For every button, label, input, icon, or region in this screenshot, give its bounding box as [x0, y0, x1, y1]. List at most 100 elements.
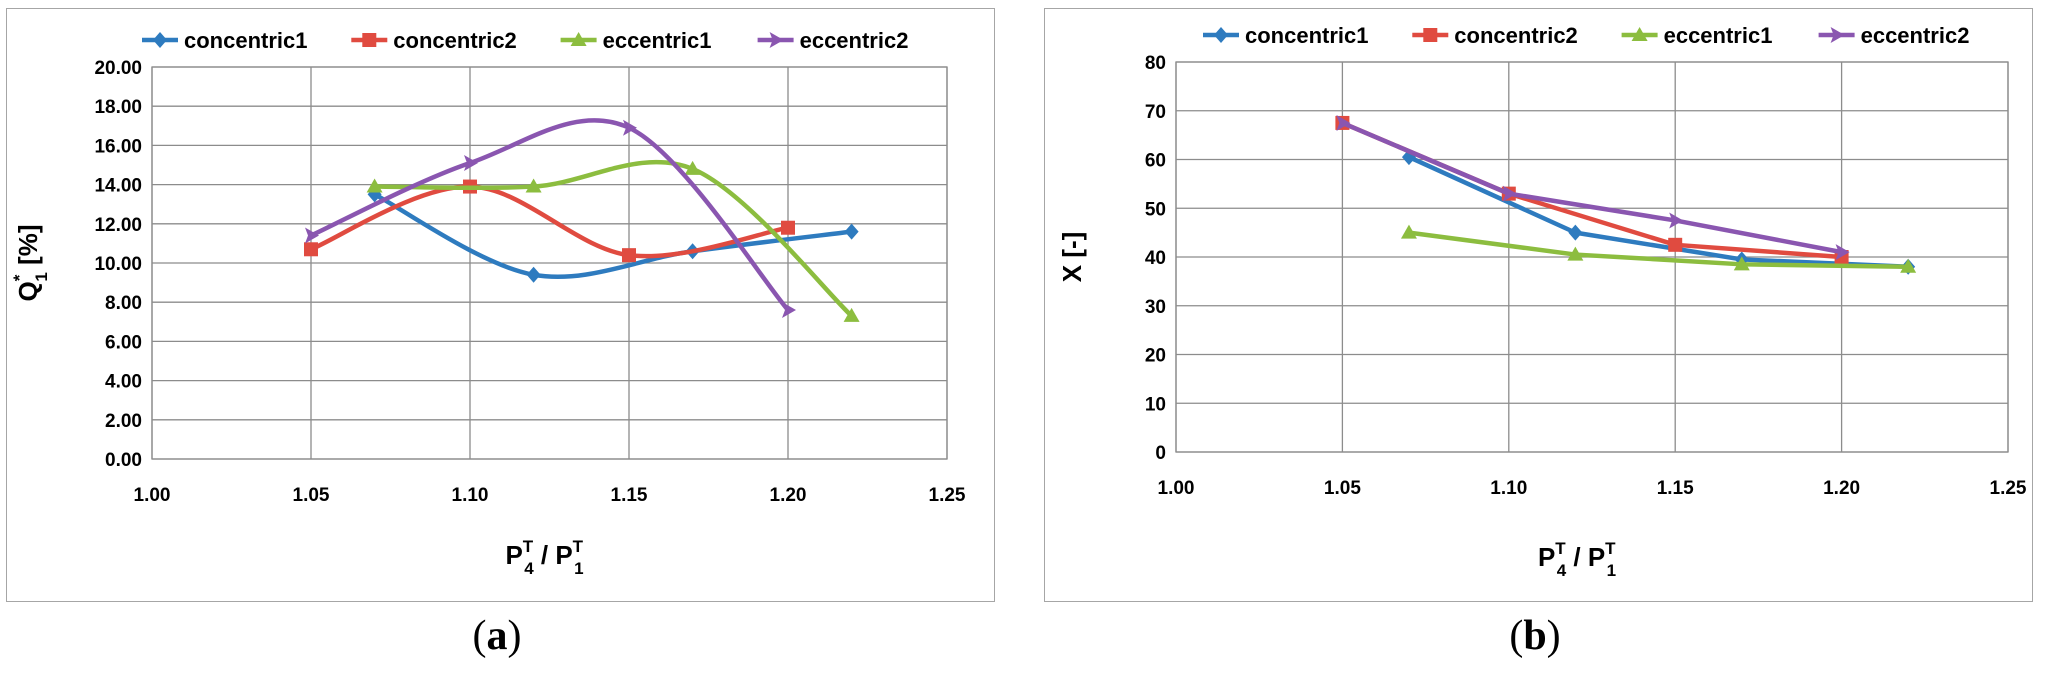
chart-a-point-eccentric2 — [623, 119, 637, 136]
chart-a-ytick-label: 16.00 — [94, 136, 142, 157]
chart-a-xaxis-title-part: 1 — [574, 559, 583, 578]
chart-a-legend-label-concentric2: concentric2 — [393, 28, 517, 53]
chart-b-xaxis-title-part: T — [1605, 539, 1616, 558]
chart-b-ytick-label: 0 — [1155, 443, 1166, 464]
chart-a-legend-marker-concentric1 — [153, 32, 167, 48]
chart-a-series-eccentric2 — [305, 118, 796, 319]
chart-b-legend-label-concentric1: concentric1 — [1245, 23, 1369, 48]
chart-a-line-eccentric1 — [374, 159, 854, 318]
chart-panel-a: 0.00 2.00 4.00 6.00 8.00 10.00 12.00 14.00 16.00… — [6, 8, 995, 602]
chart-a-ytick-label: 0.00 — [105, 450, 142, 471]
chart-a-xtick-label: 1.00 — [134, 485, 171, 506]
chart-a-point-concentric1 — [526, 266, 541, 283]
chart-b-point-eccentric2 — [1669, 212, 1684, 229]
chart-b-xtick-label: 1.00 — [1158, 478, 1195, 499]
chart-b-point-concentric2 — [1668, 237, 1683, 252]
chart-a-yaxis-title-part: Q — [13, 281, 43, 301]
chart-b-xaxis-title-part: P — [1538, 542, 1555, 572]
chart-b-line-eccentric2 — [1341, 120, 1843, 255]
chart-b-legend-item-concentric2: concentric2 — [1412, 23, 1578, 48]
chart-a-svg: 0.00 2.00 4.00 6.00 8.00 10.00 12.00 14.00 16.00… — [10, 28, 966, 578]
chart-a-xtick-label: 1.20 — [770, 485, 807, 506]
chart-b-legend-marker-eccentric1 — [1631, 27, 1648, 41]
chart-b-legend-item-eccentric2: eccentric2 — [1818, 23, 1969, 48]
chart-a-point-eccentric1 — [684, 160, 701, 175]
chart-a-ytick-label: 20.00 — [94, 58, 142, 79]
chart-b-point-eccentric2 — [1336, 114, 1351, 131]
chart-b-series-eccentric2 — [1336, 114, 1850, 261]
chart-a-point-eccentric2 — [782, 302, 796, 319]
chart-panel-b: 0 10 20 30 40 50 60 70 80 1.00 1.05 1.10 1.15 1.20 1.2… — [1044, 8, 2033, 602]
chart-a-yaxis-title-part: 1 — [32, 272, 51, 281]
caption-b: (b) — [1509, 613, 1561, 659]
chart-b-line-eccentric1 — [1408, 230, 1909, 269]
chart-b-xtick-label: 1.15 — [1657, 478, 1694, 499]
chart-b-ytick-label: 50 — [1145, 199, 1166, 220]
chart-a-xtick-label: 1.10 — [452, 485, 489, 506]
chart-a-point-concentric1 — [844, 223, 859, 240]
chart-b-xaxis-title-part: 4 — [1557, 561, 1567, 580]
chart-b-ytick-label: 10 — [1145, 394, 1166, 415]
chart-b-point-eccentric2 — [1835, 244, 1850, 261]
chart-a-legend-label-concentric1: concentric1 — [184, 28, 308, 53]
chart-a-series-eccentric1 — [366, 159, 860, 322]
chart-a-xaxis-title-part: 4 — [524, 559, 534, 578]
chart-a-point-eccentric1 — [525, 178, 542, 193]
chart-a-legend-label-eccentric2: eccentric2 — [800, 28, 909, 53]
chart-b-legend-item-concentric1: concentric1 — [1203, 23, 1369, 48]
chart-b-point-eccentric1 — [1900, 258, 1917, 273]
chart-b-point-eccentric1 — [1400, 224, 1417, 239]
chart-a-legend-marker-eccentric1 — [570, 32, 587, 46]
chart-a-point-eccentric1 — [366, 178, 383, 193]
chart-a-legend-item-eccentric1: eccentric1 — [560, 28, 712, 53]
chart-b-yaxis-title-group: X [-] — [1057, 232, 1087, 283]
chart-a-xtick-label: 1.15 — [611, 485, 648, 506]
chart-a-point-concentric2 — [622, 248, 636, 263]
chart-b-series-eccentric1 — [1400, 224, 1917, 273]
chart-b-series-concentric2 — [1335, 115, 1849, 264]
chart-a-legend: concentric1 concentric2 eccentric1 eccentri… — [142, 28, 908, 53]
chart-b-xtick-label: 1.10 — [1490, 478, 1527, 499]
caption-b-letter: b — [1523, 613, 1547, 659]
chart-b-ytick-label: 20 — [1145, 346, 1166, 367]
chart-a-xaxis-title-part: T — [523, 537, 534, 556]
chart-b-legend-marker-concentric2 — [1423, 28, 1438, 42]
chart-b-point-eccentric2 — [1502, 185, 1517, 202]
caption-a-letter: a — [486, 613, 508, 659]
chart-a-xtick-label: 1.05 — [293, 485, 330, 506]
chart-a-legend-item-concentric1: concentric1 — [142, 28, 308, 53]
chart-a-line-concentric2 — [310, 184, 789, 259]
chart-b-xtick-label: 1.05 — [1324, 478, 1361, 499]
chart-b-point-concentric1 — [1568, 224, 1583, 241]
chart-b-xaxis-title-part: / P — [1566, 542, 1605, 572]
chart-b-legend-label-eccentric1: eccentric1 — [1664, 23, 1773, 48]
chart-a-point-concentric2 — [781, 220, 795, 235]
chart-a-yaxis-title-group: Q* 1 [%] — [10, 225, 51, 302]
chart-b-xtick-label: 1.20 — [1823, 478, 1860, 499]
chart-a-xaxis-title-part: T — [573, 537, 584, 556]
chart-a-ytick-label: 4.00 — [105, 372, 142, 393]
chart-b-ytick-label: 60 — [1145, 151, 1166, 172]
caption-a: (a) — [472, 613, 522, 659]
chart-b-legend-marker-concentric1 — [1214, 27, 1228, 43]
chart-a-xaxis-title: PT 4 / PT 1 — [505, 537, 583, 578]
chart-a-yaxis-title: Q* 1 [%] — [10, 225, 51, 302]
chart-a-ytick-label: 18.00 — [94, 97, 142, 118]
chart-a-plot-area — [151, 66, 948, 460]
chart-a-ytick-label: 8.00 — [105, 293, 142, 314]
chart-a-point-eccentric2 — [305, 227, 319, 244]
chart-b-xaxis-title: PT 4 / PT 1 — [1538, 539, 1616, 580]
chart-a-line-eccentric2 — [310, 118, 790, 312]
chart-a-ytick-label: 6.00 — [105, 332, 142, 353]
chart-b-point-eccentric1 — [1733, 256, 1750, 271]
chart-b-xaxis-title-part: T — [1555, 539, 1566, 558]
chart-a-legend-label-eccentric1: eccentric1 — [603, 28, 712, 53]
chart-a-point-concentric2 — [304, 242, 318, 257]
chart-a-gridlines — [151, 66, 948, 460]
chart-b-ytick-label: 40 — [1145, 248, 1166, 269]
chart-a-yaxis-title-part: [%] — [13, 225, 43, 273]
chart-a-point-eccentric1 — [843, 307, 860, 322]
chart-a-ytick-label: 10.00 — [94, 254, 142, 275]
chart-a-xtick-label: 1.25 — [929, 485, 966, 506]
chart-a-legend-item-concentric2: concentric2 — [351, 28, 517, 53]
